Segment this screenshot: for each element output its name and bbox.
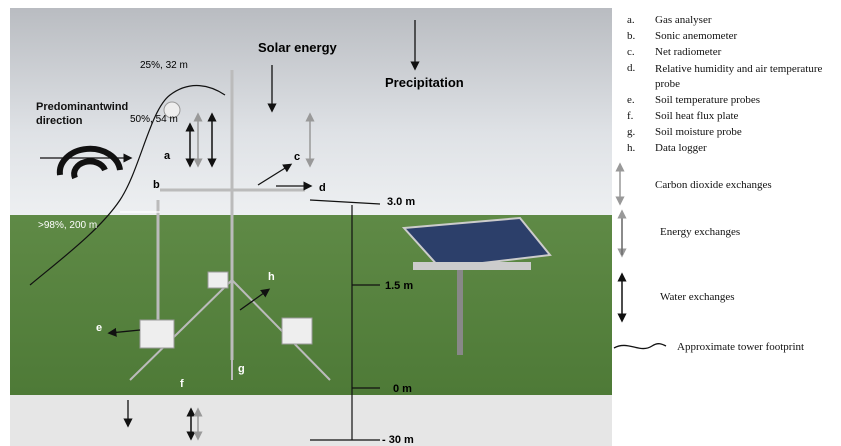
arrow-legend-text: Water exchanges: [660, 291, 735, 303]
legend-key: a.: [627, 14, 635, 26]
legend-text: Net radiometer: [655, 46, 722, 58]
legend-key: b.: [627, 30, 636, 42]
instrument-letter: b: [153, 179, 160, 191]
legend-text: Soil temperature probes: [655, 94, 760, 106]
legend-key: g.: [627, 126, 636, 138]
legend-key: h.: [627, 142, 636, 154]
soil: [10, 395, 612, 446]
footprint-label: >98%, 200 m: [38, 220, 97, 231]
arrow-legend-text: Approximate tower footprint: [677, 341, 804, 353]
legend-text: Sonic anemometer: [655, 30, 738, 42]
legend-text: Relative humidity and air temperature pr…: [655, 62, 825, 92]
instrument-letter: e: [96, 322, 102, 334]
height-label: 0 m: [393, 383, 412, 395]
legend-text: Soil moisture probe: [655, 126, 742, 138]
instrument-letter: d: [319, 182, 326, 194]
legend-key: f.: [627, 110, 634, 122]
legend-key: e.: [627, 94, 635, 106]
legend-key: d.: [627, 62, 636, 74]
legend-key: c.: [627, 46, 635, 58]
legend-text: Soil heat flux plate: [655, 110, 739, 122]
arrow-legend-text: Energy exchanges: [660, 226, 740, 238]
height-label: - 30 m: [382, 434, 414, 446]
instrument-letter: c: [294, 151, 300, 163]
instrument-letter: f: [180, 378, 184, 390]
page: {"photo_annotations": { "solar_energy": …: [0, 0, 841, 446]
solar-label: Solar energy: [258, 40, 338, 55]
height-label: 3.0 m: [387, 196, 415, 208]
precipitation-label: Precipitation: [385, 75, 464, 90]
arrow-legend: [614, 165, 666, 349]
height-label: 1.5 m: [385, 280, 413, 292]
instrument-letter: h: [268, 271, 275, 283]
arrow-legend-text: Carbon dioxide exchanges: [655, 179, 772, 191]
footprint-label: 25%, 32 m: [140, 60, 188, 71]
instrument-letter: a: [164, 150, 171, 162]
wind-label: Predominantwind direction: [36, 100, 156, 128]
instrument-letter: g: [238, 363, 245, 375]
legend-text: Gas analyser: [655, 14, 712, 26]
legend-text: Data logger: [655, 142, 707, 154]
